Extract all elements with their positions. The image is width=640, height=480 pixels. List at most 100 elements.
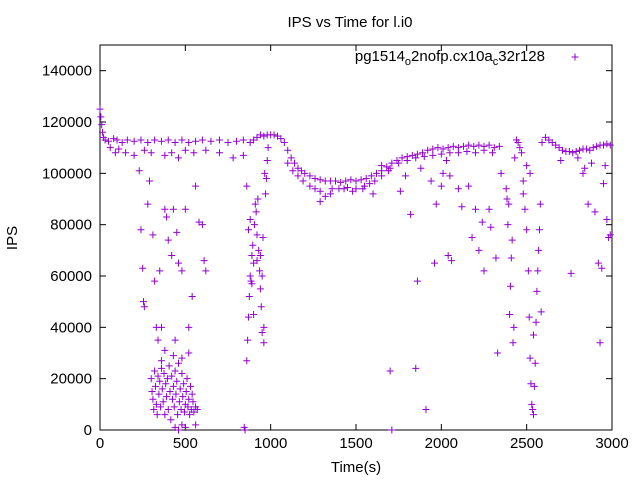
data-point xyxy=(171,336,179,344)
data-point xyxy=(193,405,201,413)
data-point xyxy=(528,400,536,408)
data-point xyxy=(596,339,604,347)
data-point xyxy=(165,362,173,370)
data-point xyxy=(233,137,241,145)
data-point xyxy=(437,150,445,158)
data-point xyxy=(444,251,452,259)
data-point xyxy=(186,382,194,390)
data-point xyxy=(448,257,456,265)
legend-text: 32r128 xyxy=(498,48,545,65)
data-point xyxy=(299,177,307,185)
data-point xyxy=(154,372,162,380)
plot-frame xyxy=(99,44,613,431)
data-point xyxy=(361,182,369,190)
data-point xyxy=(495,142,503,150)
data-point xyxy=(446,149,454,157)
data-point xyxy=(169,382,177,390)
data-point xyxy=(576,146,584,154)
data-point xyxy=(444,144,452,152)
data-point xyxy=(111,149,119,157)
data-point xyxy=(188,293,196,301)
data-point xyxy=(139,264,147,272)
data-point xyxy=(599,180,607,188)
data-point xyxy=(521,205,529,213)
legend-subscript: c xyxy=(493,56,499,68)
data-point xyxy=(419,149,427,157)
data-point xyxy=(158,385,166,393)
data-point xyxy=(417,164,425,172)
data-point xyxy=(529,331,537,339)
legend-text: pg1514 xyxy=(355,48,405,65)
data-point xyxy=(413,150,421,158)
data-point xyxy=(192,421,200,429)
data-point xyxy=(439,169,447,177)
data-points xyxy=(96,105,614,434)
data-point xyxy=(185,323,193,331)
data-point xyxy=(538,139,546,147)
data-point xyxy=(200,257,208,265)
data-point xyxy=(252,208,260,216)
data-point xyxy=(250,311,258,318)
data-point xyxy=(412,364,420,372)
data-point xyxy=(261,169,269,177)
data-point xyxy=(429,151,437,159)
data-point xyxy=(256,285,264,293)
data-point xyxy=(492,254,500,262)
data-point xyxy=(106,144,114,152)
data-point xyxy=(181,423,189,431)
data-point xyxy=(401,172,409,180)
data-point xyxy=(589,144,597,152)
data-point xyxy=(572,148,580,156)
data-point xyxy=(277,135,285,143)
data-point xyxy=(140,146,148,154)
y-tick-label: 100000 xyxy=(42,165,92,182)
data-point xyxy=(241,426,249,434)
data-point xyxy=(516,144,524,152)
data-point xyxy=(306,172,314,180)
data-point xyxy=(258,272,266,280)
data-point xyxy=(164,405,172,413)
data-point xyxy=(442,157,450,164)
data-point xyxy=(144,139,152,147)
data-point xyxy=(180,408,188,416)
data-point xyxy=(362,174,370,182)
legend-text: 2nofp.cx10a xyxy=(411,48,493,65)
data-point xyxy=(161,205,169,213)
data-point xyxy=(508,236,516,244)
data-point xyxy=(239,136,247,144)
data-point xyxy=(259,234,267,241)
legend-label: pg1514o2nofp.cx10ac32r128 xyxy=(355,48,545,68)
data-point xyxy=(260,339,268,347)
data-point xyxy=(321,192,329,200)
data-point xyxy=(427,177,435,185)
data-point xyxy=(559,146,567,154)
data-point xyxy=(249,241,257,249)
data-point xyxy=(437,182,445,190)
data-point xyxy=(557,157,565,164)
data-point xyxy=(446,172,454,180)
data-point xyxy=(156,267,164,275)
data-point xyxy=(343,183,351,191)
data-point xyxy=(151,367,159,375)
data-point xyxy=(147,375,155,383)
data-point xyxy=(424,146,432,154)
data-point xyxy=(420,153,428,161)
x-tick-label: 2500 xyxy=(510,435,543,452)
data-point xyxy=(326,190,334,198)
data-point xyxy=(349,187,357,195)
data-point xyxy=(460,142,468,150)
data-point xyxy=(168,372,176,380)
data-point xyxy=(301,169,309,177)
y-tick-label: 20000 xyxy=(50,371,92,388)
data-point xyxy=(130,137,138,145)
data-point xyxy=(113,136,121,144)
data-point xyxy=(603,140,611,148)
data-point xyxy=(101,136,109,144)
data-point xyxy=(192,182,200,190)
data-point xyxy=(311,185,319,193)
data-point xyxy=(369,190,377,198)
data-point xyxy=(289,167,297,175)
data-point xyxy=(535,246,543,254)
data-point xyxy=(525,313,533,321)
data-point xyxy=(192,137,200,145)
